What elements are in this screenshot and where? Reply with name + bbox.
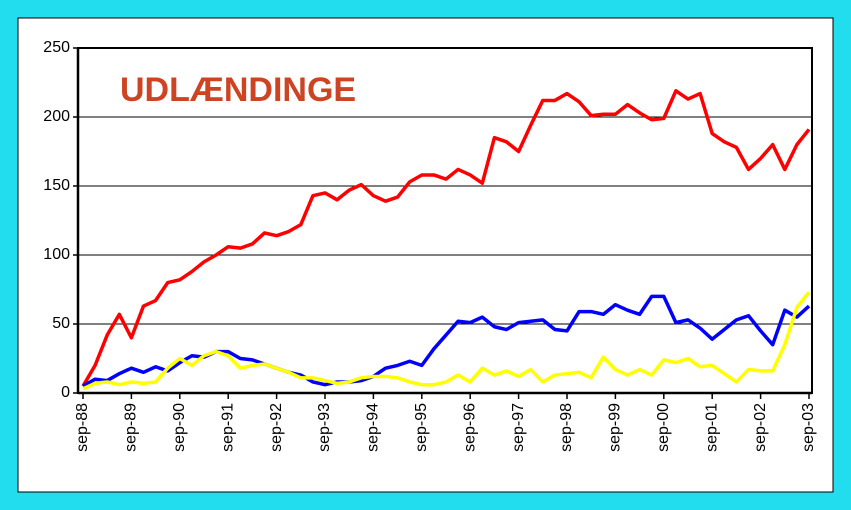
x-tick-label: sep-97 [510, 403, 527, 452]
x-tick-label: sep-02 [752, 403, 769, 452]
x-tick-label: sep-01 [703, 403, 720, 452]
x-tick-label: sep-92 [268, 403, 285, 452]
x-tick-label: sep-98 [558, 403, 575, 452]
x-tick-label: sep-91 [219, 403, 236, 452]
x-tick-label: sep-00 [655, 403, 672, 452]
line-series [81, 89, 811, 387]
y-tick-label: 250 [43, 39, 70, 56]
y-tick-label: 100 [43, 246, 70, 263]
x-tick-label: sep-93 [316, 403, 333, 452]
x-tick-label: sep-96 [461, 403, 478, 452]
x-tick-label: sep-90 [171, 403, 188, 452]
x-tick-label: sep-89 [123, 403, 140, 452]
x-tick-label: sep-88 [74, 403, 91, 452]
y-tick-label: 0 [61, 384, 70, 401]
x-tick-label: sep-03 [800, 403, 817, 452]
x-tick-label: sep-95 [413, 403, 430, 452]
line-series [82, 291, 811, 391]
y-tick-label: 200 [43, 108, 70, 125]
annotation: UDLÆNDINGE [120, 71, 356, 109]
y-tick-label: 50 [52, 315, 70, 332]
x-tick-label: sep-94 [365, 403, 382, 452]
y-tick-label: 150 [43, 177, 70, 194]
x-tick-label: sep-99 [607, 403, 624, 452]
